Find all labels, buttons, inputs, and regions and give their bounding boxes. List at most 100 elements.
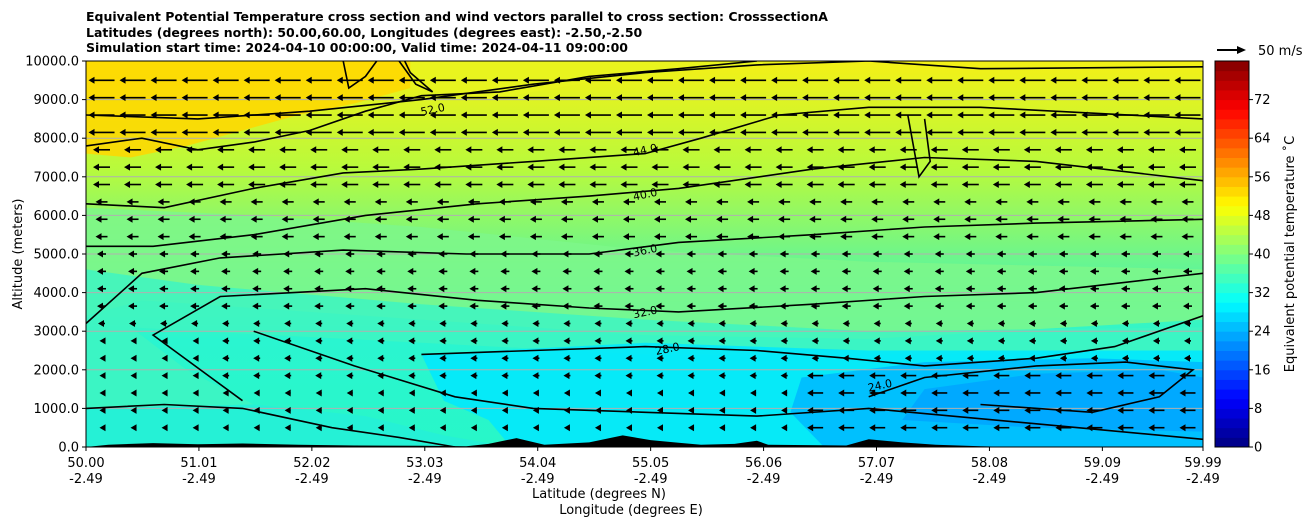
wind-arrow-head	[310, 163, 317, 171]
wind-arrow-head	[522, 128, 529, 136]
wind-arrow-head	[1179, 372, 1186, 380]
colorbar-swatch	[1215, 89, 1249, 101]
wind-arrow-head	[99, 406, 106, 414]
wind-arrow-head	[315, 337, 322, 345]
upper-yellow-region	[410, 61, 791, 100]
wind-arrow-head	[283, 250, 290, 258]
wind-arrow-head	[222, 406, 229, 414]
wind-arrow-head	[1178, 146, 1185, 154]
x-tick-label-latitude: 58.08	[971, 456, 1008, 471]
wind-arrow-head	[713, 163, 720, 171]
wind-arrow-head	[345, 285, 352, 293]
contour-line-52	[86, 61, 757, 151]
wind-arrow-head	[222, 354, 229, 362]
wind-arrow-head	[119, 128, 126, 136]
wind-arrow-head	[899, 181, 906, 189]
wind-arrow-head	[283, 285, 290, 293]
y-tick-label: 5000.0	[34, 248, 80, 263]
wind-arrow-head	[88, 94, 95, 102]
colorbar-swatch	[1215, 128, 1249, 139]
wind-arrow-head	[562, 285, 569, 293]
wind-arrow-head	[126, 215, 133, 223]
wind-arrow-head	[625, 389, 632, 397]
wind-arrow-head	[895, 111, 902, 119]
wind-arrow-head	[279, 146, 286, 154]
wind-arrow-head	[188, 198, 195, 206]
wind-arrow-head	[962, 424, 969, 432]
wind-arrow-head	[128, 302, 135, 310]
wind-arrow-head	[780, 337, 787, 345]
wind-arrow-head	[625, 424, 632, 432]
wind-arrow-head	[560, 198, 567, 206]
wind-arrow-head	[926, 76, 933, 84]
wind-arrow-head	[654, 198, 661, 206]
wind-arrow-head	[372, 181, 379, 189]
wind-arrow-head	[93, 181, 100, 189]
wind-arrow-head	[222, 372, 229, 380]
wind-arrow-head	[336, 94, 343, 102]
wind-arrow-head	[779, 250, 786, 258]
wind-arrow-head	[341, 181, 348, 189]
wind-arrow-head	[904, 354, 911, 362]
wind-arrow-head	[377, 354, 384, 362]
wind-arrow-head	[500, 267, 507, 275]
wind-arrow-head	[407, 285, 414, 293]
wind-arrow-head	[802, 128, 809, 136]
wind-arrow-head	[778, 233, 785, 241]
wind-arrow-head	[717, 250, 724, 258]
wind-arrow-head	[868, 146, 875, 154]
wind-arrow-head	[1148, 389, 1155, 397]
wind-arrow-head	[687, 354, 694, 362]
wind-arrow-head	[1058, 302, 1065, 310]
wind-arrow-head	[833, 111, 840, 119]
quiver-key-label: 50 m/s	[1258, 44, 1303, 59]
wind-arrow-head	[1119, 198, 1126, 206]
wind-arrow-head	[868, 181, 875, 189]
wind-arrow-head	[279, 181, 286, 189]
wind-arrow-head	[1148, 424, 1155, 432]
wind-arrow-head	[781, 424, 788, 432]
wind-arrow-head	[345, 250, 352, 258]
wind-arrow-head	[1152, 354, 1159, 362]
wind-arrow-head	[1023, 163, 1030, 171]
wind-arrow-head	[469, 302, 476, 310]
wind-arrow-head	[966, 354, 973, 362]
wind-arrow-head	[771, 76, 778, 84]
wind-arrow-head	[656, 319, 663, 327]
wind-arrow-head	[996, 250, 1003, 258]
wind-arrow-head	[531, 285, 538, 293]
wind-arrow-head	[775, 181, 782, 189]
wind-arrow-head	[996, 285, 1003, 293]
wind-arrow-head	[128, 285, 135, 293]
wind-arrow-head	[744, 163, 751, 171]
wind-arrow-head	[130, 424, 137, 432]
wind-arrow-head	[336, 128, 343, 136]
wind-arrow-head	[192, 337, 199, 345]
wind-arrow-head	[1026, 233, 1033, 241]
wind-arrow-head	[377, 389, 384, 397]
wind-arrow-head	[1055, 389, 1062, 397]
wind-vectors	[88, 76, 1201, 432]
wind-arrow-head	[593, 250, 600, 258]
colorbar-tick-label: 8	[1254, 402, 1262, 417]
wind-arrow-head	[374, 215, 381, 223]
wind-arrow-head	[750, 406, 757, 414]
wind-arrow-head	[620, 163, 627, 171]
wind-arrow-head	[99, 337, 106, 345]
wind-arrow-head	[159, 302, 166, 310]
wind-arrow-head	[811, 337, 818, 345]
wind-arrow-head	[522, 94, 529, 102]
wind-arrow-head	[374, 198, 381, 206]
wind-arrow-head	[563, 406, 570, 414]
wind-arrow-head	[130, 372, 137, 380]
wind-arrow-head	[558, 181, 565, 189]
wind-arrow-head	[647, 76, 654, 84]
contour-line-40	[86, 156, 1203, 248]
wind-arrow-head	[491, 111, 498, 119]
wind-arrow-head	[656, 354, 663, 362]
wind-arrow-head	[615, 76, 622, 84]
wind-arrow-head	[655, 285, 662, 293]
wind-arrow-head	[1120, 285, 1127, 293]
wind-arrow-head	[1028, 337, 1035, 345]
